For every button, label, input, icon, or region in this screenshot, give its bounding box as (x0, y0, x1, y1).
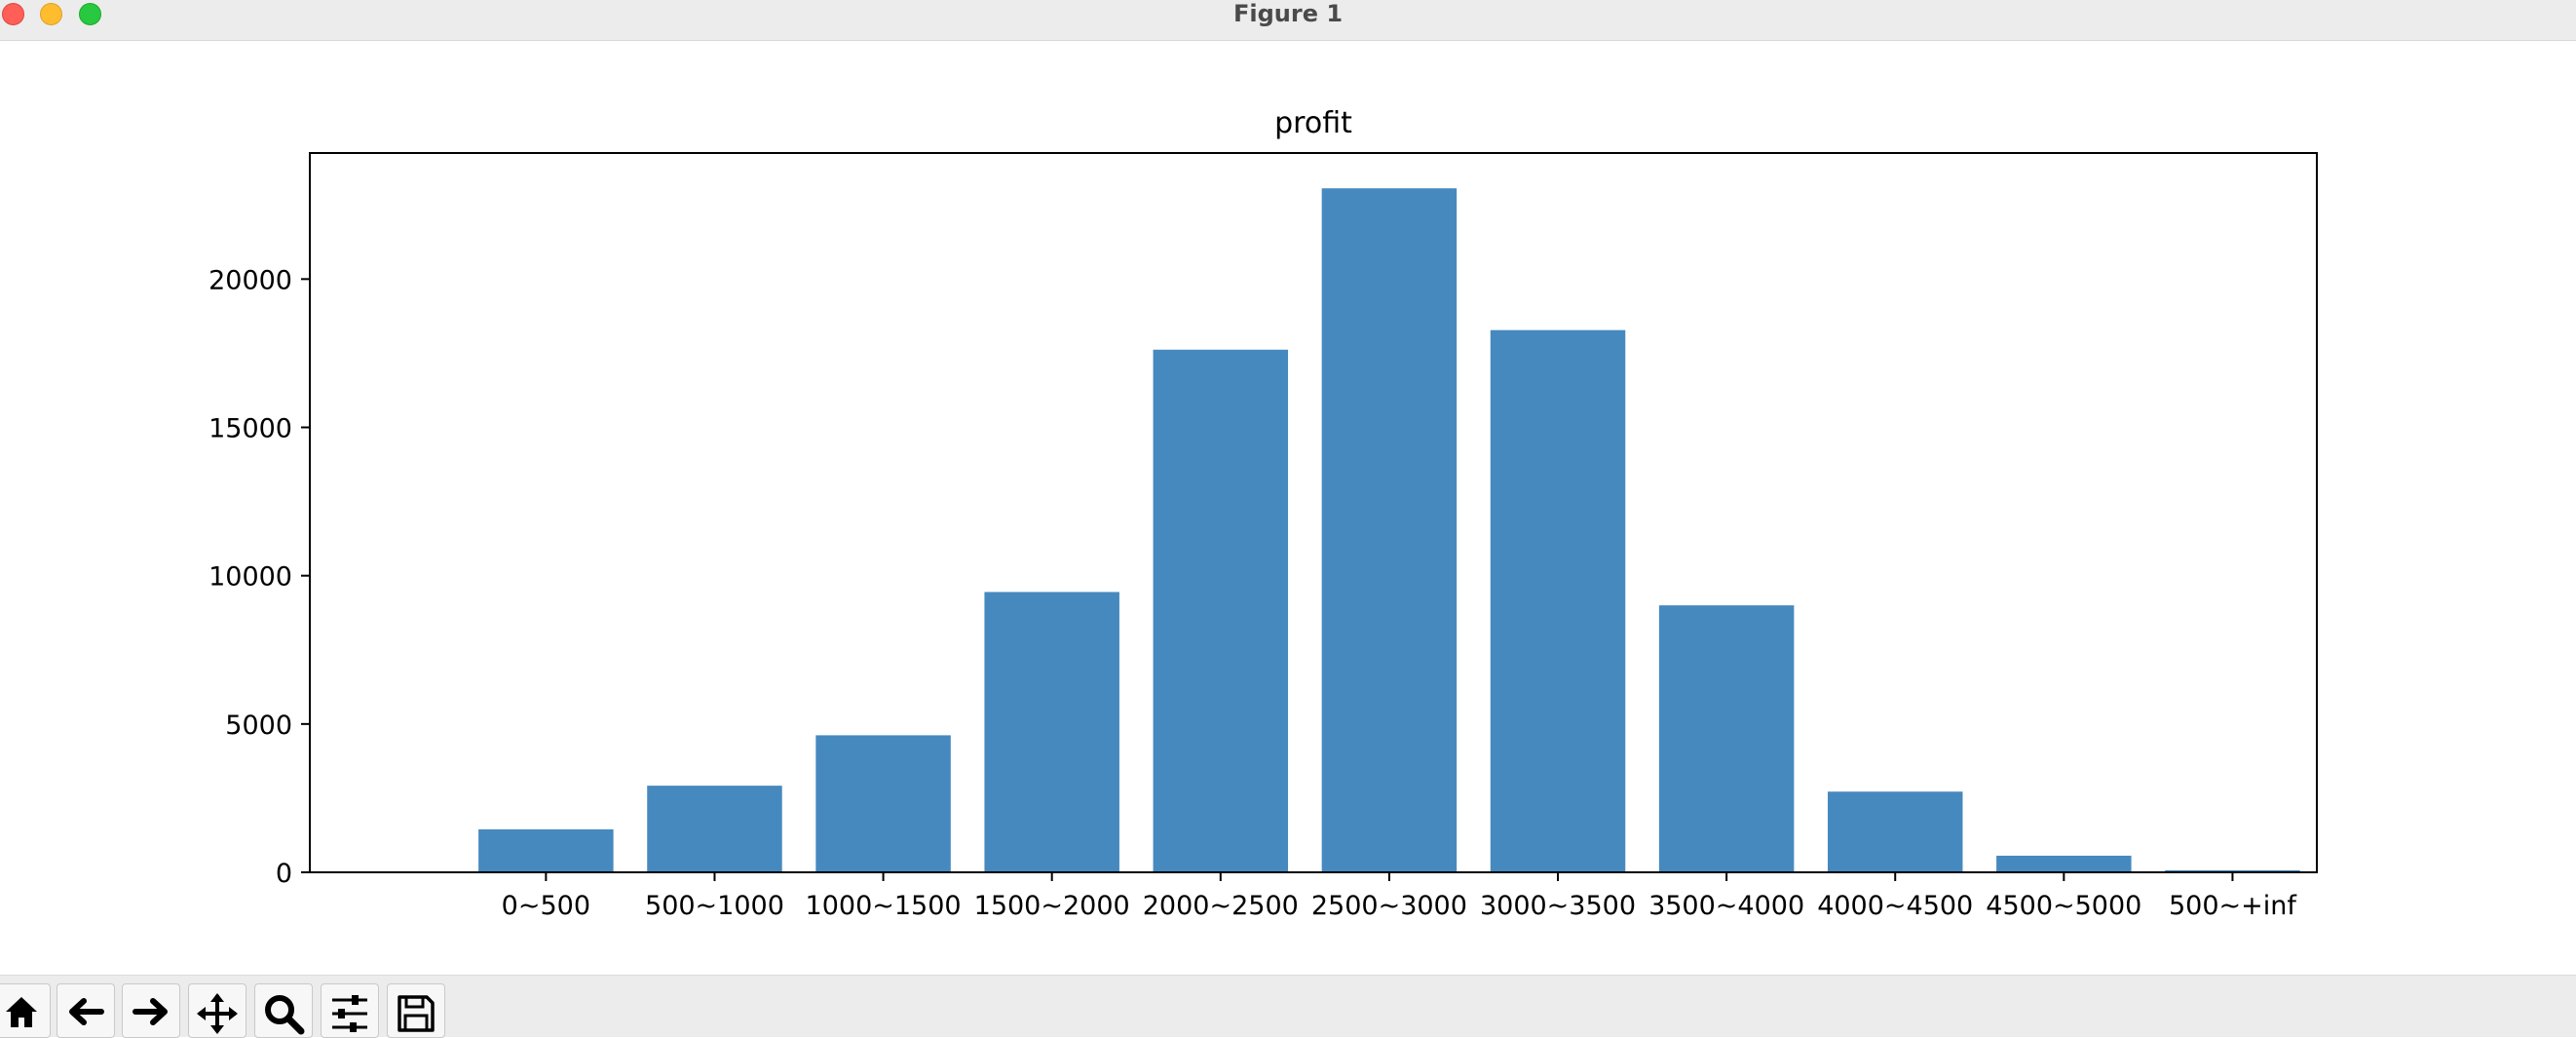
home-button[interactable] (0, 983, 51, 1038)
bar (1996, 855, 2132, 872)
x-tick-label: 4000~4500 (1817, 891, 1973, 921)
back-button[interactable] (57, 983, 115, 1038)
forward-button[interactable] (122, 983, 180, 1038)
navigation-toolbar (0, 975, 2576, 1038)
x-axis: 0~500 500~1000 1000~1500 1500~2000 2000~2500… (502, 872, 2297, 921)
close-window-button[interactable] (2, 3, 24, 25)
y-tick-label: 0 (276, 859, 292, 889)
bar (1490, 329, 1626, 872)
bar-chart: profit 0 5000 10000 15000 20000 0~500 500~100… (208, 106, 2318, 921)
bars-group (478, 188, 2300, 872)
x-tick-label: 3000~3500 (1480, 891, 1636, 921)
sliders-icon (332, 995, 367, 1032)
y-tick-label: 20000 (208, 265, 292, 295)
arrow-left-icon (69, 998, 104, 1025)
window-title: Figure 1 (1232, 0, 1344, 27)
bar (1658, 605, 1795, 872)
y-tick-label: 10000 (208, 562, 292, 593)
bar (1827, 791, 1963, 872)
x-tick-label: 500~+inf (2169, 891, 2297, 921)
bar (1321, 188, 1458, 872)
x-tick-label: 500~1000 (645, 891, 784, 921)
x-tick-label: 4500~5000 (1986, 891, 2141, 921)
x-tick-label: 1500~2000 (974, 891, 1130, 921)
y-tick-label: 15000 (208, 414, 292, 444)
y-tick-label: 5000 (225, 711, 292, 741)
chart-title: profit (1274, 106, 1352, 140)
magnifier-icon (265, 995, 305, 1035)
bar (815, 735, 951, 872)
x-tick-label: 0~500 (502, 891, 590, 921)
floppy-disk-icon (398, 995, 435, 1032)
minimize-window-button[interactable] (40, 3, 62, 25)
plot-frame (309, 152, 2318, 873)
arrow-right-icon (133, 998, 168, 1025)
pan-button[interactable] (188, 983, 246, 1038)
zoom-button[interactable] (254, 983, 313, 1038)
bar (478, 828, 614, 872)
bar (2165, 869, 2300, 872)
x-tick-label: 2500~3000 (1311, 891, 1467, 921)
home-icon (6, 997, 37, 1027)
window-titlebar: Figure 1 (0, 0, 2576, 41)
move-icon (197, 993, 238, 1034)
bar (984, 592, 1119, 872)
x-tick-label: 3500~4000 (1648, 891, 1804, 921)
bar (647, 786, 782, 872)
y-axis: 0 5000 10000 15000 20000 (208, 265, 310, 889)
maximize-window-button[interactable] (79, 3, 101, 25)
x-tick-label: 2000~2500 (1143, 891, 1299, 921)
x-tick-label: 1000~1500 (806, 891, 962, 921)
bar (1153, 349, 1289, 872)
figure-canvas: profit 0 5000 10000 15000 20000 0~500 500~100… (0, 41, 2576, 975)
configure-subplots-button[interactable] (321, 983, 379, 1038)
save-button[interactable] (387, 983, 445, 1038)
